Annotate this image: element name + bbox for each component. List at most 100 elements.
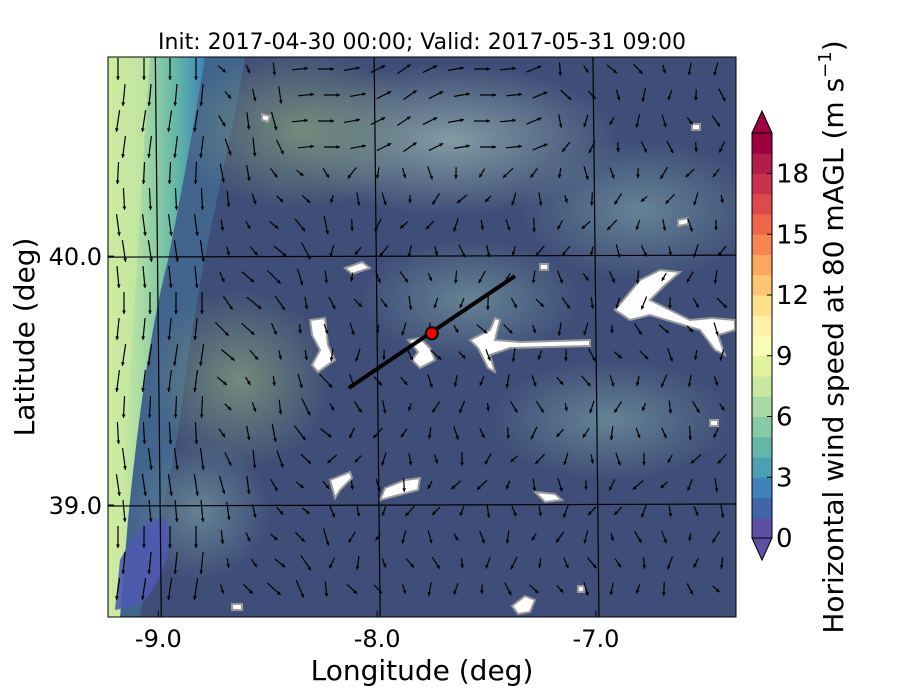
wind-vector-head bbox=[141, 180, 146, 184]
colorbar-tick-label: 15 bbox=[776, 220, 809, 250]
wind-vector-head bbox=[383, 201, 387, 206]
wind-vector-head bbox=[354, 250, 359, 255]
wind-vector-head bbox=[174, 206, 179, 210]
wind-vector-head bbox=[459, 409, 463, 414]
wind-vector-head bbox=[175, 466, 179, 470]
missing-patch bbox=[613, 268, 736, 357]
colorbar-label-text: Horizontal wind speed at 80 mAGL (m s bbox=[817, 78, 850, 634]
wind-vector-head bbox=[168, 440, 173, 444]
wind-vector-head bbox=[641, 513, 645, 518]
wind-vector-head bbox=[714, 488, 719, 492]
wind-vector-head bbox=[453, 590, 457, 595]
wind-vector-head bbox=[693, 563, 697, 568]
wind-vector-head bbox=[719, 565, 724, 569]
wind-vector-head bbox=[146, 362, 151, 366]
wind-vector-head bbox=[115, 388, 119, 392]
wind-vector-head bbox=[194, 544, 198, 548]
wind-vector-head bbox=[695, 303, 699, 308]
wind-vector-head bbox=[174, 518, 179, 522]
wind-vector-head bbox=[351, 331, 355, 336]
wind-vector-head bbox=[142, 440, 147, 444]
wind-vector-head bbox=[720, 406, 725, 411]
wind-vector-head bbox=[636, 434, 641, 439]
wind-vector-head bbox=[559, 279, 563, 284]
wind-vector-head bbox=[167, 336, 172, 340]
wind-vector-head bbox=[273, 536, 278, 541]
wind-vector-head bbox=[193, 180, 198, 184]
wind-vector-head bbox=[305, 510, 310, 515]
wind-vector-head bbox=[301, 436, 306, 441]
wind-vector-head bbox=[353, 589, 358, 594]
wind-vector bbox=[142, 317, 146, 341]
wind-vector bbox=[148, 187, 152, 211]
wind-vector-head bbox=[348, 538, 353, 543]
wind-vector-head bbox=[299, 384, 303, 389]
wind-vector-head bbox=[427, 434, 432, 439]
wind-vector-head bbox=[140, 596, 145, 600]
y-axis-label: Latitude (deg) bbox=[8, 238, 41, 437]
wind-vector-head bbox=[609, 486, 613, 491]
wind-vector-head bbox=[121, 154, 125, 158]
wind-vector-head bbox=[615, 304, 620, 309]
wind-vector-head bbox=[510, 565, 515, 570]
wind-vector-head bbox=[667, 96, 672, 101]
colorbar-swatch bbox=[752, 355, 772, 377]
wind-vector-head bbox=[511, 251, 516, 256]
wind-vector-head bbox=[148, 310, 152, 314]
wind-vector-head bbox=[226, 203, 231, 207]
field-patch-west bbox=[150, 290, 330, 470]
colorbar-swatch bbox=[752, 436, 772, 458]
wind-vector-head bbox=[300, 537, 305, 542]
wind-vector-head bbox=[221, 278, 225, 283]
wind-vector-head bbox=[537, 65, 542, 70]
wind-vector-head bbox=[581, 225, 586, 229]
wind-vector-head bbox=[355, 566, 360, 570]
wind-vector-head bbox=[534, 589, 539, 594]
wind-vector bbox=[194, 161, 198, 185]
field-patch-east bbox=[490, 360, 730, 480]
wind-vector-head bbox=[114, 596, 119, 600]
wind-vector-head bbox=[310, 144, 314, 149]
wind-vector-head bbox=[356, 66, 360, 71]
wind-vector-head bbox=[147, 102, 152, 106]
wind-vector-head bbox=[377, 279, 381, 283]
wind-vector-head bbox=[506, 435, 511, 439]
wind-vector-head bbox=[175, 258, 179, 262]
wind-vector bbox=[193, 370, 199, 392]
wind-vector-head bbox=[635, 226, 640, 230]
wind-vector-head bbox=[329, 357, 334, 362]
grid-line-lon bbox=[373, 57, 381, 617]
grid-line-lon bbox=[154, 57, 162, 617]
wind-vector-head bbox=[304, 118, 308, 123]
wind-vector-head bbox=[168, 76, 172, 80]
missing-patch bbox=[577, 585, 585, 593]
wind-vector-head bbox=[198, 362, 203, 366]
wind-vector-head bbox=[276, 591, 281, 595]
colorbar-swatch bbox=[752, 234, 772, 255]
wind-vector bbox=[194, 421, 198, 445]
wind-vector bbox=[199, 448, 205, 470]
x-axis-label: Longitude (deg) bbox=[311, 654, 534, 687]
wind-vector-head bbox=[454, 175, 458, 179]
wind-vector-head bbox=[324, 329, 329, 334]
wind-vector-head bbox=[250, 330, 255, 335]
wind-vector bbox=[122, 551, 126, 575]
wind-vector-head bbox=[530, 435, 535, 440]
wind-vector-head bbox=[336, 93, 340, 97]
location-marker bbox=[424, 326, 439, 341]
missing-patch bbox=[231, 603, 243, 611]
wind-vector-head bbox=[505, 539, 510, 544]
wind-vector-head bbox=[689, 227, 693, 232]
wind-vector-head bbox=[589, 409, 593, 414]
wind-vector-head bbox=[432, 408, 436, 413]
missing-patch bbox=[539, 263, 549, 271]
wind-vector-head bbox=[117, 492, 121, 496]
wind-vector-head bbox=[505, 384, 510, 388]
wind-vector-head bbox=[246, 224, 251, 229]
colorbar-tick-label: 9 bbox=[776, 342, 793, 372]
wind-vector-head bbox=[723, 304, 727, 308]
wind-vectors bbox=[114, 58, 728, 600]
missing-patch bbox=[308, 316, 337, 374]
wind-vector bbox=[121, 448, 127, 470]
wind-vector-head bbox=[401, 331, 405, 336]
